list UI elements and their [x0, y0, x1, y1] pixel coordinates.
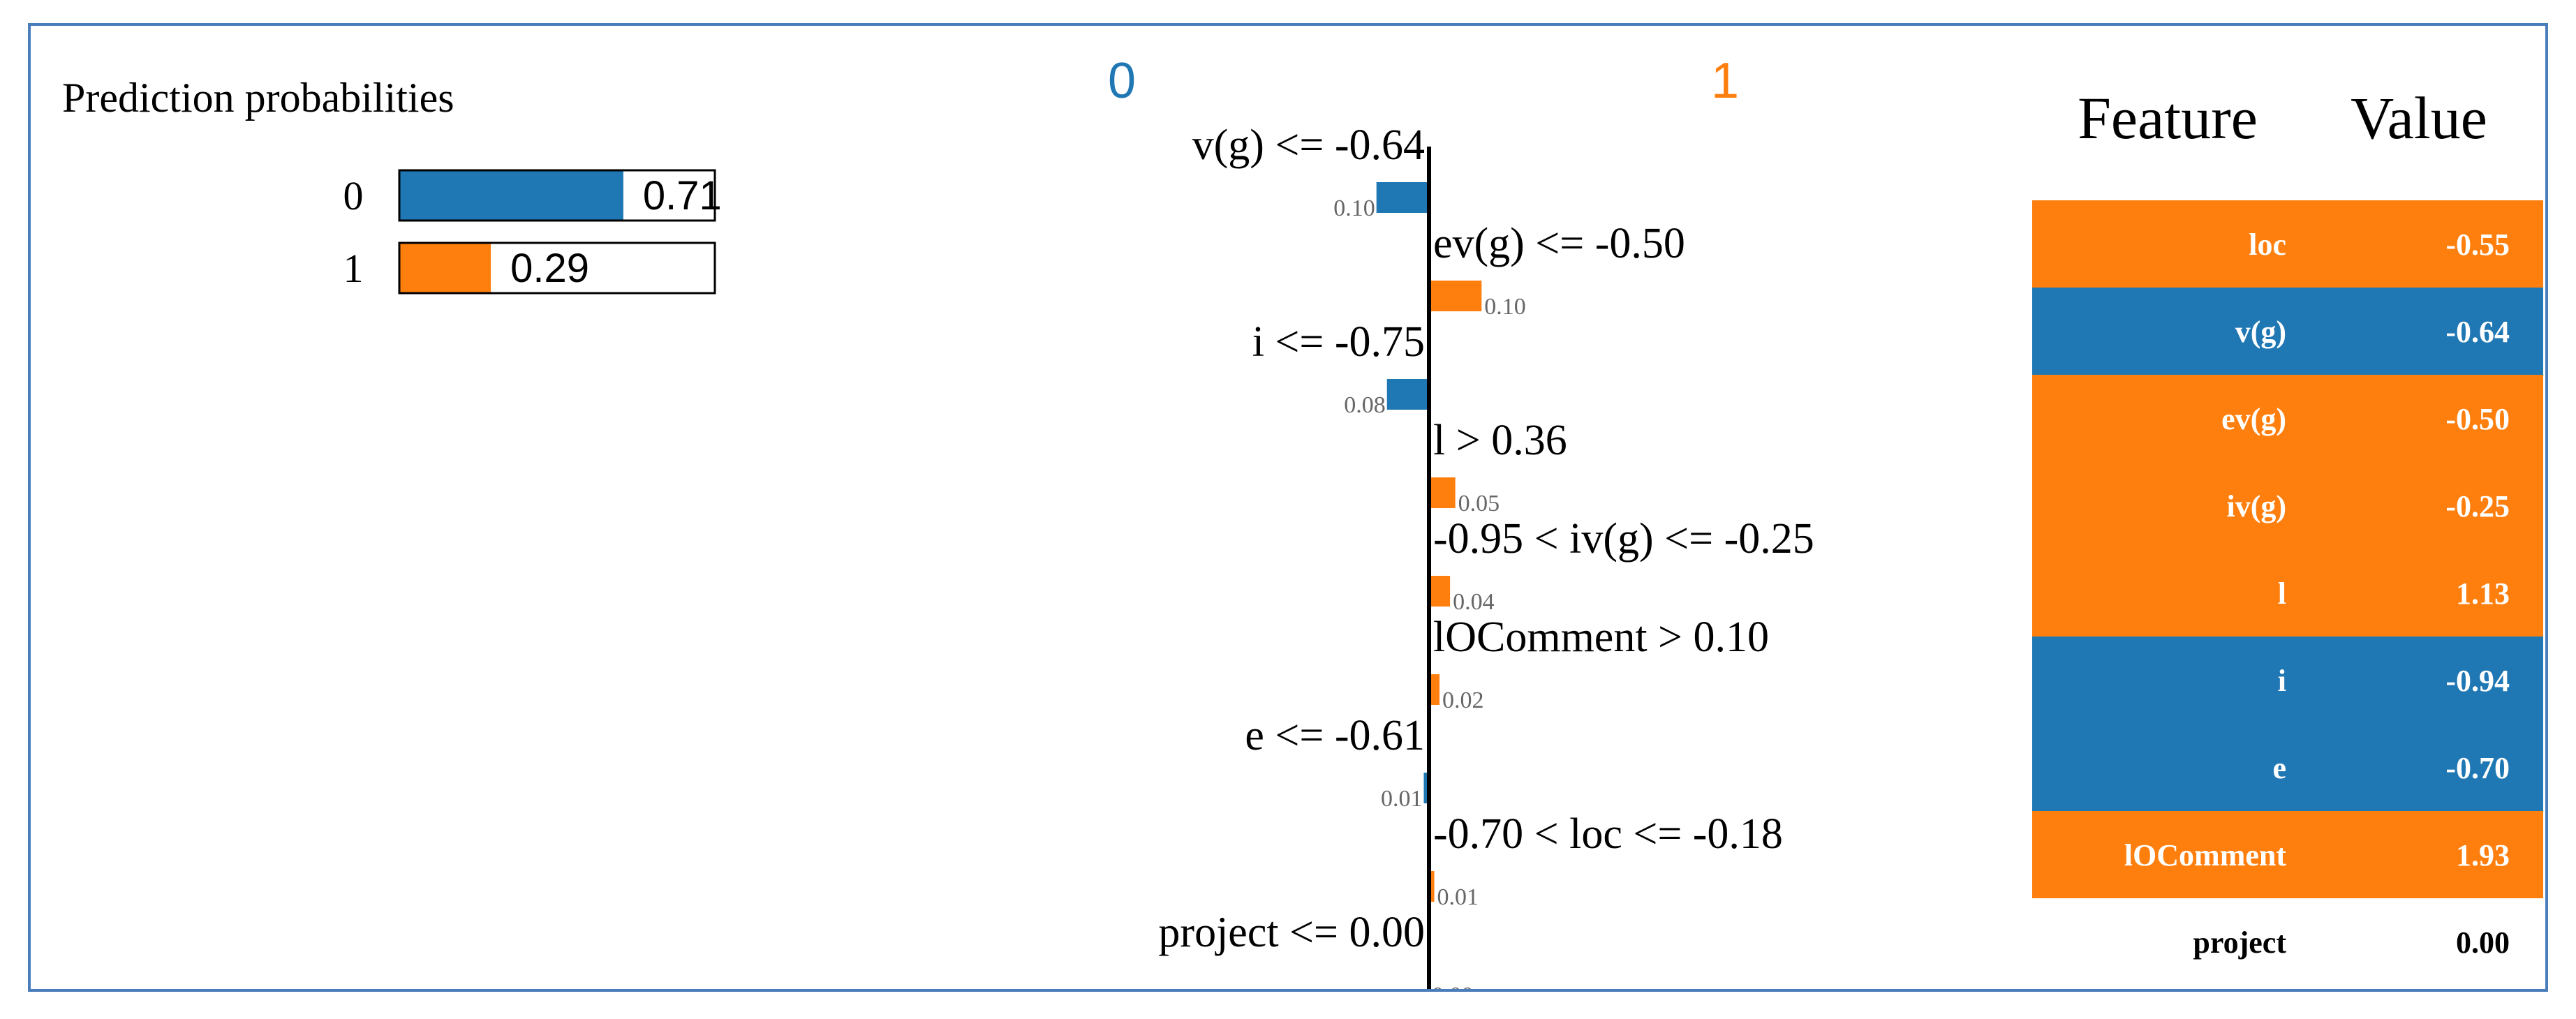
class-header: 1: [1711, 53, 1739, 109]
frame: [28, 23, 2548, 992]
table-row: [2032, 200, 2543, 288]
weight-label: 0.01: [1437, 884, 1479, 910]
weight-label: 0.01: [1381, 786, 1423, 812]
feature-value: -0.94: [2445, 664, 2510, 698]
feature-condition: e <= -0.61: [1245, 712, 1425, 759]
table-row: [2032, 637, 2543, 724]
feature-value: -0.50: [2445, 402, 2510, 436]
weight-bar: [1429, 871, 1435, 902]
feature-name: project: [2193, 925, 2286, 960]
value-label: 0.29: [510, 246, 589, 291]
class-label: 0: [343, 173, 364, 218]
bar-outline: [398, 241, 716, 295]
feature-condition: i <= -0.75: [1252, 318, 1425, 366]
chart-title: Prediction probabilities: [62, 75, 454, 121]
weight-label: 0.10: [1333, 195, 1375, 221]
feature-name: iv(g): [2226, 489, 2286, 523]
weight-bar: [1429, 281, 1482, 311]
feature-name: e: [2272, 751, 2286, 785]
class-label: 1: [343, 246, 364, 291]
weight-bar: [1423, 773, 1429, 803]
table-row: [2032, 549, 2543, 637]
feature-value: 1.93: [2456, 838, 2510, 872]
feature-condition: l > 0.36: [1433, 417, 1567, 464]
table-row: [2032, 898, 2543, 985]
table-row: [2032, 288, 2543, 375]
probability-bar: [399, 170, 623, 221]
feature-value: -0.55: [2445, 228, 2510, 262]
probability-bar: [399, 243, 491, 293]
feature-condition: -0.95 < iv(g) <= -0.25: [1433, 515, 1814, 563]
table-row: [2032, 811, 2543, 898]
weight-label: 0.08: [1344, 392, 1386, 418]
feature-name: loc: [2249, 228, 2286, 262]
table-row: [2032, 375, 2543, 462]
weight-label: 0.10: [1484, 294, 1526, 320]
feature-value: 0.00: [2456, 925, 2510, 960]
feature-value: -0.70: [2445, 751, 2510, 785]
table-row: [2032, 462, 2543, 549]
weight-bar: [1429, 674, 1440, 705]
weight-label: 0.04: [1453, 589, 1495, 615]
bar-outline: [398, 169, 716, 222]
feature-name: lOComment: [2124, 838, 2287, 872]
class-header: 0: [1108, 53, 1136, 109]
table-row: [2032, 724, 2543, 811]
weight-bar: [1429, 576, 1451, 607]
value-label: 0.71: [643, 173, 722, 218]
feature-condition: -0.70 < loc <= -0.18: [1433, 810, 1783, 858]
weight-bar: [1386, 379, 1429, 410]
feature-condition: ev(g) <= -0.50: [1433, 220, 1685, 267]
weight-bar: [1429, 477, 1456, 508]
feature-name: v(g): [2235, 315, 2286, 349]
table-header: Value: [2351, 84, 2487, 151]
table-header: Feature: [2078, 84, 2258, 151]
content: Prediction probabilities 0 0.71 1 0.29 0 1 v(g)…: [62, 53, 2543, 1009]
feature-name: l: [2278, 577, 2286, 611]
weight-label: 0.05: [1458, 491, 1500, 516]
feature-condition: v(g) <= -0.64: [1192, 121, 1425, 169]
weight-label: 0.02: [1442, 687, 1484, 713]
feature-condition: lOComment > 0.10: [1433, 613, 1769, 661]
feature-name: i: [2278, 664, 2286, 698]
weight-bar: [1376, 182, 1429, 213]
feature-condition: project <= 0.00: [1158, 909, 1425, 956]
feature-value: -0.25: [2445, 489, 2510, 523]
feature-value: 1.13: [2456, 577, 2510, 611]
feature-value: -0.64: [2445, 315, 2510, 349]
feature-name: ev(g): [2221, 402, 2286, 436]
weight-label: 0.00: [1432, 983, 1474, 1009]
